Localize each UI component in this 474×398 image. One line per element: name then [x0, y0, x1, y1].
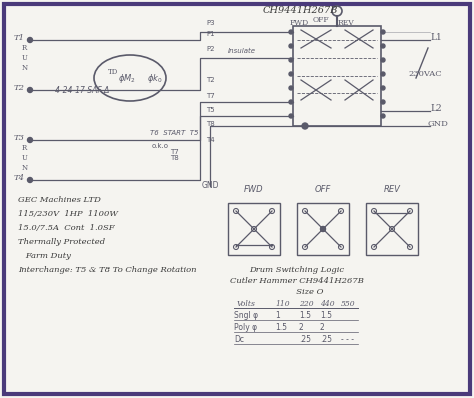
- Text: FWD: FWD: [244, 185, 264, 194]
- Bar: [228, 203, 280, 255]
- Text: P3: P3: [206, 20, 215, 26]
- Circle shape: [289, 86, 293, 90]
- Text: Dc: Dc: [234, 335, 244, 344]
- Circle shape: [289, 44, 293, 48]
- Text: 15.0/7.5A  Cont  1.0SF: 15.0/7.5A Cont 1.0SF: [18, 224, 115, 232]
- Text: REV: REV: [338, 19, 355, 27]
- Bar: [293, 26, 381, 126]
- Text: T8: T8: [206, 121, 215, 127]
- Circle shape: [320, 226, 326, 232]
- Text: Size O: Size O: [270, 288, 324, 296]
- Circle shape: [381, 114, 385, 118]
- Circle shape: [27, 37, 33, 43]
- Circle shape: [381, 30, 385, 34]
- Text: 550: 550: [341, 300, 356, 308]
- Text: GND: GND: [202, 181, 219, 190]
- Text: 230VAC: 230VAC: [408, 70, 442, 78]
- Text: TD: TD: [108, 68, 118, 76]
- Text: 2: 2: [320, 323, 325, 332]
- Text: Thermally Protected: Thermally Protected: [18, 238, 105, 246]
- Text: L1: L1: [430, 33, 442, 42]
- Text: 220: 220: [299, 300, 314, 308]
- Circle shape: [381, 72, 385, 76]
- Text: L2: L2: [430, 104, 442, 113]
- Text: Sngl φ: Sngl φ: [234, 311, 258, 320]
- Text: GND: GND: [428, 120, 449, 128]
- Text: 1: 1: [275, 311, 280, 320]
- Text: T7: T7: [206, 93, 215, 99]
- Text: Insulate: Insulate: [228, 48, 256, 54]
- Circle shape: [289, 72, 293, 76]
- Text: FWD: FWD: [290, 19, 309, 27]
- Text: Interchange: T5 & T8 To Change Rotation: Interchange: T5 & T8 To Change Rotation: [18, 266, 197, 274]
- Text: T8: T8: [170, 155, 179, 161]
- Circle shape: [381, 100, 385, 104]
- Circle shape: [289, 30, 293, 34]
- Text: T5: T5: [206, 107, 215, 113]
- Text: $\phi k_0$: $\phi k_0$: [147, 72, 163, 85]
- Circle shape: [27, 178, 33, 183]
- Text: U: U: [22, 154, 28, 162]
- Text: 2: 2: [299, 323, 304, 332]
- Circle shape: [289, 100, 293, 104]
- Circle shape: [27, 137, 33, 142]
- Text: $\phi M_2$: $\phi M_2$: [118, 72, 136, 85]
- Circle shape: [289, 114, 293, 118]
- Text: T2: T2: [14, 84, 25, 92]
- Bar: [366, 203, 418, 255]
- Text: T3: T3: [14, 134, 25, 142]
- Text: Drum Switching Logic: Drum Switching Logic: [249, 266, 345, 274]
- Text: .25: .25: [299, 335, 311, 344]
- Text: 1.5: 1.5: [275, 323, 287, 332]
- Text: T4: T4: [206, 137, 215, 143]
- Text: Cutler Hammer CH9441H267B: Cutler Hammer CH9441H267B: [230, 277, 364, 285]
- Text: Poly φ: Poly φ: [234, 323, 257, 332]
- Text: Farm Duty: Farm Duty: [18, 252, 71, 260]
- Circle shape: [27, 88, 33, 92]
- Circle shape: [302, 123, 308, 129]
- Text: 4-24-17 SAF Δ: 4-24-17 SAF Δ: [55, 86, 109, 95]
- Text: R: R: [22, 44, 27, 52]
- Text: o.k.o: o.k.o: [152, 143, 169, 149]
- Text: GEC Machines LTD: GEC Machines LTD: [18, 196, 101, 204]
- Bar: [297, 203, 349, 255]
- Text: 440: 440: [320, 300, 335, 308]
- Text: 1.5: 1.5: [320, 311, 332, 320]
- Text: T6  START  T5: T6 START T5: [150, 130, 199, 136]
- Text: T7: T7: [170, 149, 179, 155]
- Text: Volts: Volts: [237, 300, 256, 308]
- Text: 1.5: 1.5: [299, 311, 311, 320]
- Text: T2: T2: [206, 77, 215, 83]
- Text: N: N: [22, 164, 28, 172]
- Text: .25: .25: [320, 335, 332, 344]
- Text: 115/230V  1HP  1100W: 115/230V 1HP 1100W: [18, 210, 118, 218]
- Circle shape: [381, 44, 385, 48]
- Text: N: N: [22, 64, 28, 72]
- Text: P1: P1: [206, 31, 215, 37]
- Text: T4: T4: [14, 174, 25, 182]
- Text: OFF: OFF: [315, 185, 331, 194]
- Text: R: R: [22, 144, 27, 152]
- Circle shape: [381, 58, 385, 62]
- Text: T1: T1: [14, 34, 25, 42]
- Text: 110: 110: [275, 300, 290, 308]
- Text: P2: P2: [206, 46, 215, 52]
- Text: CH9441H267B: CH9441H267B: [262, 6, 337, 15]
- Circle shape: [289, 58, 293, 62]
- Text: REV: REV: [383, 185, 401, 194]
- Text: - - -: - - -: [341, 335, 354, 344]
- Text: U: U: [22, 54, 28, 62]
- Text: OFF: OFF: [313, 16, 329, 24]
- Circle shape: [381, 86, 385, 90]
